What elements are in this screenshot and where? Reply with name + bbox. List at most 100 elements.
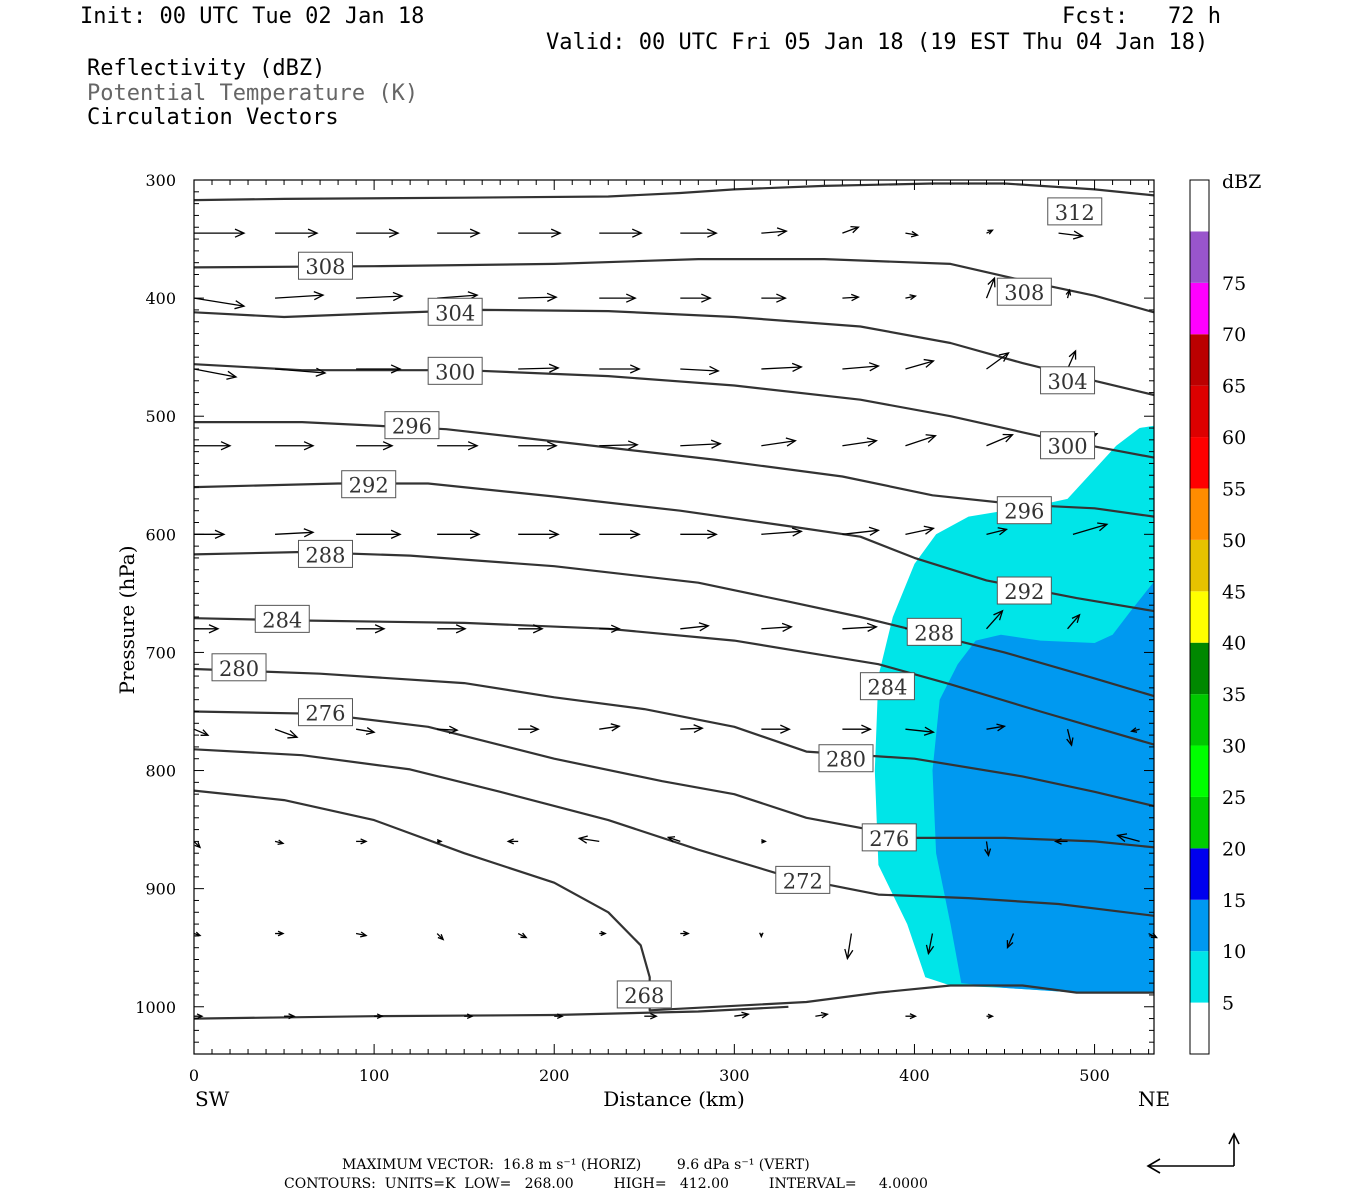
circulation-vector — [355, 931, 368, 938]
circulation-vector — [464, 1013, 474, 1020]
circulation-vector — [356, 838, 368, 845]
colorbar-bin — [1190, 591, 1209, 643]
circulation-vector — [761, 437, 797, 447]
theta-contour-268 — [193, 1005, 789, 1020]
contour-label-284: 284 — [859, 672, 915, 701]
theta-contour-304 — [193, 308, 1155, 397]
svg-text:292: 292 — [349, 474, 389, 498]
svg-text:304: 304 — [435, 301, 475, 325]
circulation-vector — [437, 228, 481, 238]
circulation-vector — [599, 440, 639, 450]
colorbar-bin — [1190, 951, 1209, 1003]
circulation-vector — [274, 367, 327, 377]
contour-label-296: 296 — [996, 496, 1052, 525]
circulation-vector — [1065, 288, 1072, 299]
theta-contour-312 — [193, 182, 1155, 202]
colorbar-label: 15 — [1222, 890, 1246, 912]
y-tick-label: 900 — [145, 880, 176, 899]
circulation-vector — [905, 1013, 918, 1020]
circulation-vector — [680, 293, 712, 303]
colorbar-bin — [1190, 231, 1209, 283]
circulation-vector — [1066, 729, 1074, 747]
circulation-vector — [1072, 522, 1109, 535]
contour-label-284: 284 — [254, 604, 310, 633]
colorbar: 5 10 15 20 25 30 35 40 45 50 55 60 65 70 75 dBZ — [1189, 171, 1261, 1055]
circulation-vector — [437, 624, 467, 634]
x-tick-label: 200 — [539, 1066, 570, 1085]
circulation-vector — [761, 227, 788, 237]
circulation-vector — [680, 365, 720, 376]
svg-text:276: 276 — [305, 702, 345, 726]
contour-label-280: 280 — [211, 653, 267, 682]
y-tick-label: 700 — [145, 643, 176, 662]
contour-label-268: 268 — [616, 980, 672, 1009]
colorbar-label: 60 — [1222, 427, 1246, 449]
circulation-vector — [734, 1011, 750, 1019]
contour-label-312: 312 — [1047, 197, 1103, 226]
circulation-vector — [680, 724, 704, 733]
circulation-vector — [193, 297, 246, 310]
circulation-vector — [815, 1011, 829, 1019]
svg-text:272: 272 — [783, 869, 823, 893]
circulation-vector — [905, 525, 935, 535]
circulation-vector — [905, 434, 937, 447]
circulation-vector — [599, 364, 641, 374]
colorbar-label: 30 — [1222, 736, 1246, 758]
circulation-vector — [986, 352, 1010, 370]
field-circulation-vectors: Circulation Vectors — [87, 105, 339, 130]
circulation-vector — [1066, 349, 1077, 370]
circulation-vector — [905, 726, 936, 736]
svg-text:308: 308 — [305, 255, 345, 279]
x-axis-label: Distance (km) — [603, 1087, 745, 1111]
circulation-vector — [599, 228, 643, 238]
y-tick-label: 1000 — [135, 998, 176, 1017]
colorbar-label: 55 — [1222, 478, 1246, 500]
colorbar-bin — [1190, 437, 1209, 489]
svg-text:284: 284 — [262, 608, 302, 632]
circulation-vector — [275, 528, 315, 538]
colorbar-bin — [1190, 1002, 1209, 1054]
circulation-vector — [274, 728, 299, 739]
circulation-vector — [518, 624, 544, 634]
circulation-vector — [842, 437, 878, 447]
circulation-vector — [437, 725, 459, 735]
reference-vector — [1146, 1132, 1240, 1174]
colorbar-bin — [1190, 180, 1209, 232]
svg-text:288: 288 — [305, 543, 345, 567]
contour-label-276: 276 — [861, 823, 917, 852]
y-tick-label: 400 — [145, 289, 176, 308]
colorbar-bin — [1190, 642, 1209, 695]
circulation-vector — [275, 441, 315, 451]
circulation-vector — [842, 526, 880, 536]
circulation-vector — [517, 932, 528, 939]
contour-label-304: 304 — [1040, 366, 1096, 395]
theta-contour-280 — [193, 667, 1155, 808]
circulation-vector — [1053, 838, 1068, 845]
svg-text:268: 268 — [624, 984, 664, 1008]
circulation-vector — [680, 529, 718, 539]
contour-label-292: 292 — [996, 576, 1052, 605]
colorbar-bin — [1190, 694, 1209, 746]
y-tick-label: 600 — [145, 525, 176, 544]
max-vector-info: MAXIMUM VECTOR: 16.8 m s⁻¹ (HORIZ) 9.6 d… — [342, 1157, 810, 1173]
circulation-vector — [356, 624, 386, 634]
circulation-vector — [599, 529, 641, 539]
svg-text:300: 300 — [435, 360, 475, 384]
contour-label-308: 308 — [297, 251, 353, 280]
circulation-vector — [761, 724, 791, 734]
circulation-vector — [518, 441, 558, 451]
svg-text:288: 288 — [914, 621, 954, 645]
circulation-vector — [842, 622, 878, 632]
circulation-vector — [986, 723, 1007, 732]
circulation-vector — [1116, 833, 1140, 843]
field-reflectivity: Reflectivity (dBZ) — [87, 56, 326, 81]
colorbar-label: 20 — [1222, 838, 1246, 860]
init-time: Init: 00 UTC Tue 02 Jan 18 — [80, 4, 425, 29]
circulation-vector — [925, 933, 935, 956]
svg-text:284: 284 — [867, 676, 907, 700]
circulation-vector — [194, 1013, 204, 1020]
theta-contour-276 — [193, 710, 1155, 849]
colorbar-label: 75 — [1222, 273, 1246, 295]
theta-contour-284 — [193, 617, 1155, 746]
